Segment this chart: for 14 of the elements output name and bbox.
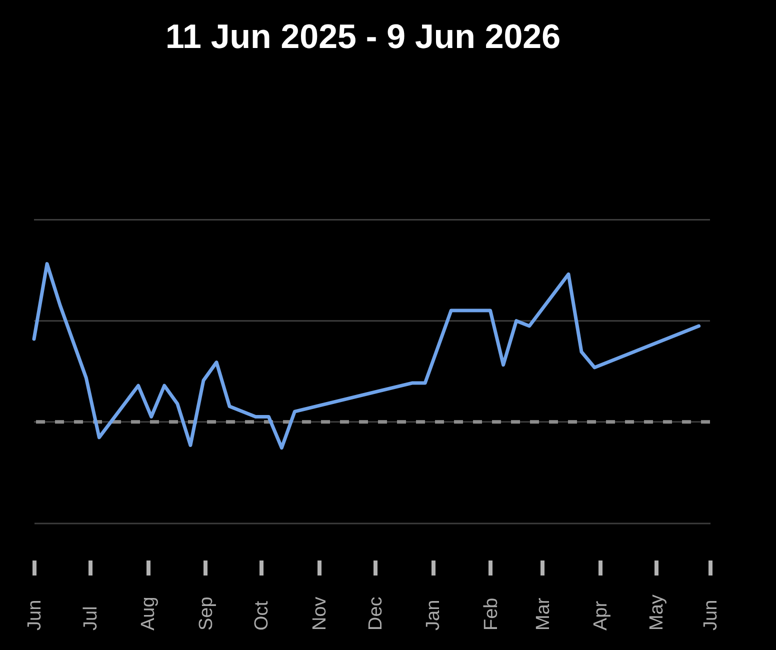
x-tick-label: Mar bbox=[532, 597, 554, 630]
x-tick-label: Sep bbox=[196, 596, 217, 630]
x-tick-label: Jul bbox=[80, 606, 102, 630]
x-tick-label: Jan bbox=[423, 600, 444, 630]
x-tick-label: Apr bbox=[590, 600, 612, 630]
chart-title: 11 Jun 2025 - 9 Jun 2026 bbox=[165, 18, 561, 56]
x-tick-label: Aug bbox=[138, 596, 160, 630]
x-tick-label: May bbox=[646, 594, 668, 630]
x-tick-label: Dec bbox=[365, 596, 386, 630]
x-tick-label: Nov bbox=[309, 596, 330, 630]
x-tick-label: Feb bbox=[480, 598, 502, 630]
x-tick-label: Jun bbox=[700, 600, 722, 630]
x-tick-label: Oct bbox=[252, 600, 273, 630]
x-tick-label: Jun bbox=[24, 600, 46, 630]
